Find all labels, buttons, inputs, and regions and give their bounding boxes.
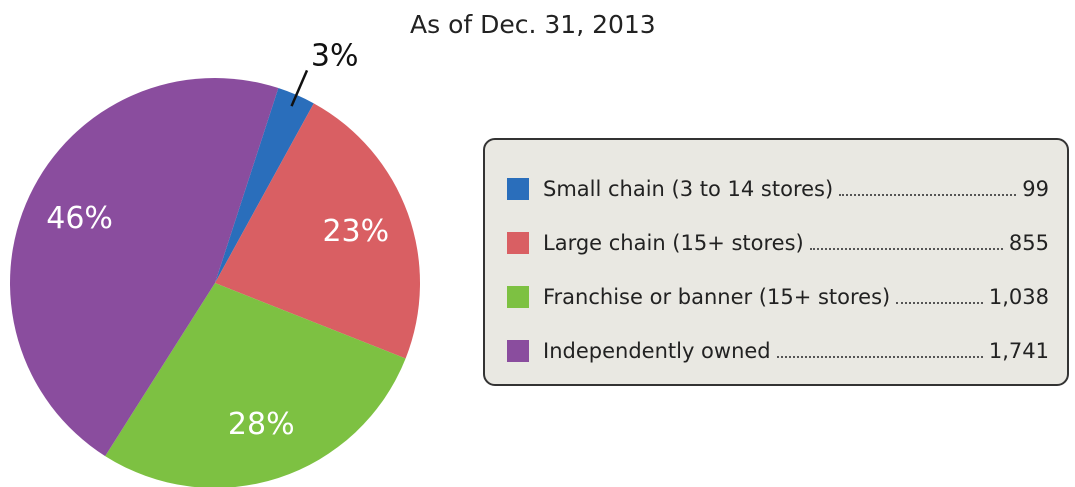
legend-count: 99	[1022, 177, 1049, 201]
dot-leader	[839, 194, 1017, 196]
legend-count: 855	[1008, 231, 1049, 255]
legend-label: Independently owned	[543, 339, 771, 363]
legend-item: Independently owned 1,741	[507, 324, 1049, 378]
legend-swatch	[507, 286, 529, 308]
leader-line	[290, 69, 309, 107]
legend-swatch	[507, 178, 529, 200]
pie-slice	[215, 103, 420, 359]
legend-item: Small chain (3 to 14 stores) 99	[507, 162, 1049, 216]
pie-slice	[215, 88, 314, 283]
slice-label: 23%	[322, 214, 389, 249]
legend-label: Large chain (15+ stores)	[543, 231, 804, 255]
legend: Small chain (3 to 14 stores) 99 Large chai…	[483, 138, 1069, 386]
legend-item: Large chain (15+ stores) 855	[507, 216, 1049, 270]
pie-slice	[105, 283, 406, 487]
legend-label: Franchise or banner (15+ stores)	[543, 285, 891, 309]
subtitle: As of Dec. 31, 2013	[410, 10, 656, 39]
dot-leader	[896, 302, 983, 304]
legend-label: Small chain (3 to 14 stores)	[543, 177, 834, 201]
legend-swatch	[507, 232, 529, 254]
legend-count: 1,038	[988, 285, 1049, 309]
legend-item: Franchise or banner (15+ stores) 1,038	[507, 270, 1049, 324]
dot-leader	[776, 356, 983, 358]
slice-label: 3%	[311, 39, 359, 74]
legend-swatch	[507, 340, 529, 362]
dot-leader	[809, 248, 1003, 250]
legend-count: 1,741	[988, 339, 1049, 363]
pie-slice	[10, 78, 279, 457]
slice-label: 28%	[228, 407, 295, 442]
slice-label: 46%	[46, 201, 113, 236]
